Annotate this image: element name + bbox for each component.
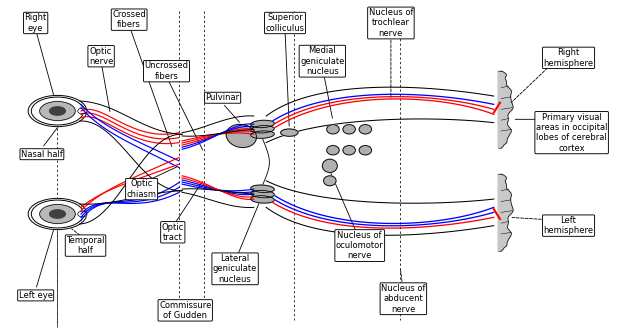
Ellipse shape	[78, 211, 87, 217]
Text: Crossed
fibers: Crossed fibers	[112, 10, 146, 29]
Text: Nucleus of
oculomotor
nerve: Nucleus of oculomotor nerve	[336, 231, 384, 261]
Circle shape	[39, 205, 75, 223]
Circle shape	[28, 198, 87, 229]
Ellipse shape	[322, 159, 337, 173]
Text: Temporal
half: Temporal half	[66, 236, 105, 255]
Text: Optic
tract: Optic tract	[162, 222, 184, 242]
Ellipse shape	[359, 125, 372, 134]
Ellipse shape	[251, 131, 274, 138]
Circle shape	[49, 107, 65, 115]
Ellipse shape	[251, 190, 274, 198]
Ellipse shape	[343, 125, 356, 134]
Text: Optic
nerve: Optic nerve	[89, 47, 113, 66]
Ellipse shape	[327, 146, 339, 155]
Text: Optic
chiasm: Optic chiasm	[126, 180, 156, 199]
Circle shape	[39, 102, 75, 121]
Ellipse shape	[251, 185, 274, 193]
Ellipse shape	[280, 129, 298, 136]
Polygon shape	[498, 71, 513, 147]
Text: Pulvinar: Pulvinar	[205, 93, 240, 102]
Ellipse shape	[251, 120, 274, 128]
Text: Lateral
geniculate
nucleus: Lateral geniculate nucleus	[213, 254, 257, 284]
Text: Nucleus of
abducent
nerve: Nucleus of abducent nerve	[381, 284, 426, 314]
Ellipse shape	[327, 125, 339, 134]
Text: Right
hemisphere: Right hemisphere	[543, 48, 593, 68]
Circle shape	[28, 95, 87, 127]
Text: Left eye: Left eye	[19, 291, 53, 300]
Ellipse shape	[359, 146, 372, 155]
Text: Nucleus of
trochlear
nerve: Nucleus of trochlear nerve	[369, 8, 413, 38]
Text: Primary visual
areas in occipital
lobes of cerebral
cortex: Primary visual areas in occipital lobes …	[536, 113, 607, 153]
Ellipse shape	[78, 108, 87, 114]
Text: Right
eye: Right eye	[24, 13, 47, 33]
Ellipse shape	[343, 146, 356, 155]
Text: Commissure
of Gudden: Commissure of Gudden	[159, 300, 212, 320]
Circle shape	[49, 210, 65, 218]
Text: Uncrossed
fibers: Uncrossed fibers	[145, 61, 188, 81]
Polygon shape	[498, 174, 513, 251]
Ellipse shape	[251, 196, 274, 203]
Text: Medial
geniculate
nucleus: Medial geniculate nucleus	[300, 46, 344, 76]
Text: Left
hemisphere: Left hemisphere	[543, 216, 593, 236]
Text: Superior
colliculus: Superior colliculus	[265, 13, 304, 33]
Text: Nasal half: Nasal half	[21, 150, 63, 159]
Ellipse shape	[324, 176, 336, 186]
Ellipse shape	[251, 126, 274, 133]
Ellipse shape	[226, 124, 257, 147]
